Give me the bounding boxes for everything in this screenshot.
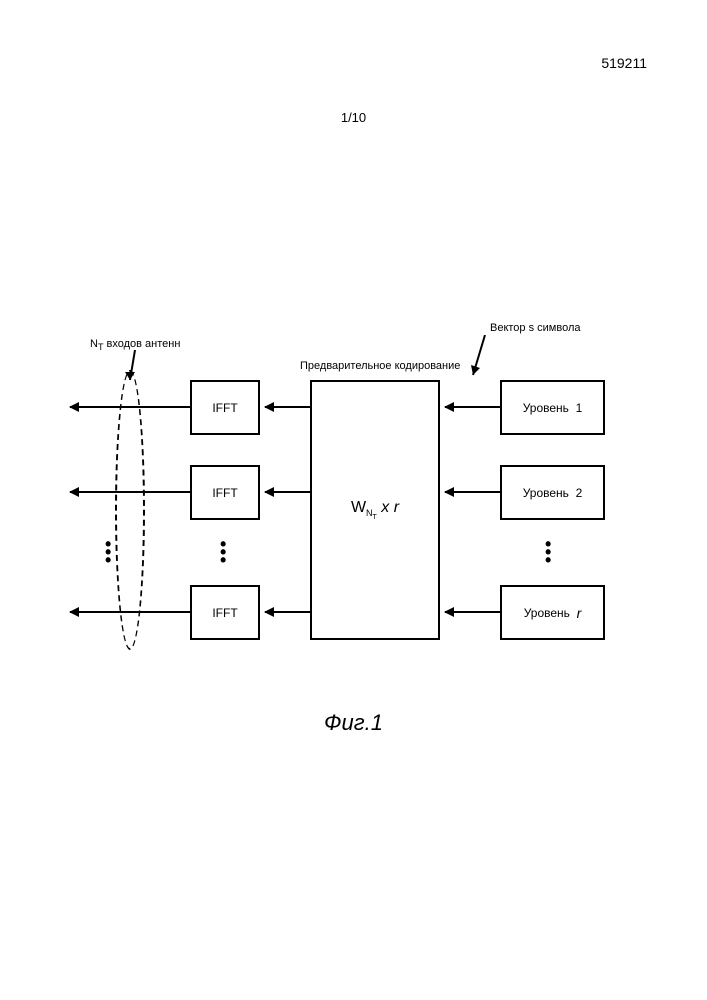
arrow-level-precoding-2 (445, 491, 500, 493)
precoding-block: WNT x r (310, 380, 440, 640)
doc-number: 519211 (601, 55, 647, 71)
antenna-ellipse (115, 370, 145, 650)
page-fraction: 1/10 (341, 110, 366, 125)
ifft-block-1: IFFT (190, 380, 260, 435)
arrow-ifft-out-2 (70, 491, 190, 493)
figure-caption: Фиг.1 (324, 710, 383, 736)
level-block-1: Уровень 1 (500, 380, 605, 435)
arrow-level-precoding-1 (445, 406, 500, 408)
block-diagram: NT входов антенн Вектор s символа Предва… (60, 330, 650, 680)
level-block-2: Уровень 2 (500, 465, 605, 520)
precoding-title: Предварительное кодирование (300, 360, 460, 372)
precoding-matrix-notation: WNT x r (351, 499, 399, 521)
ifft-block-2: IFFT (190, 465, 260, 520)
dots-ifft: ••• (220, 540, 228, 564)
arrow-ifft-out-1 (70, 406, 190, 408)
arrow-ifft-out-3 (70, 611, 190, 613)
dots-level: ••• (545, 540, 553, 564)
arrow-level-precoding-3 (445, 611, 500, 613)
ifft-block-n: IFFT (190, 585, 260, 640)
dots-arrows-out: ••• (105, 540, 113, 564)
vector-pointer (465, 335, 495, 385)
arrow-precoding-ifft-3 (265, 611, 310, 613)
level-block-r: Уровень r (500, 585, 605, 640)
symbol-vector-label: Вектор s символа (490, 322, 581, 334)
arrow-precoding-ifft-1 (265, 406, 310, 408)
arrow-precoding-ifft-2 (265, 491, 310, 493)
